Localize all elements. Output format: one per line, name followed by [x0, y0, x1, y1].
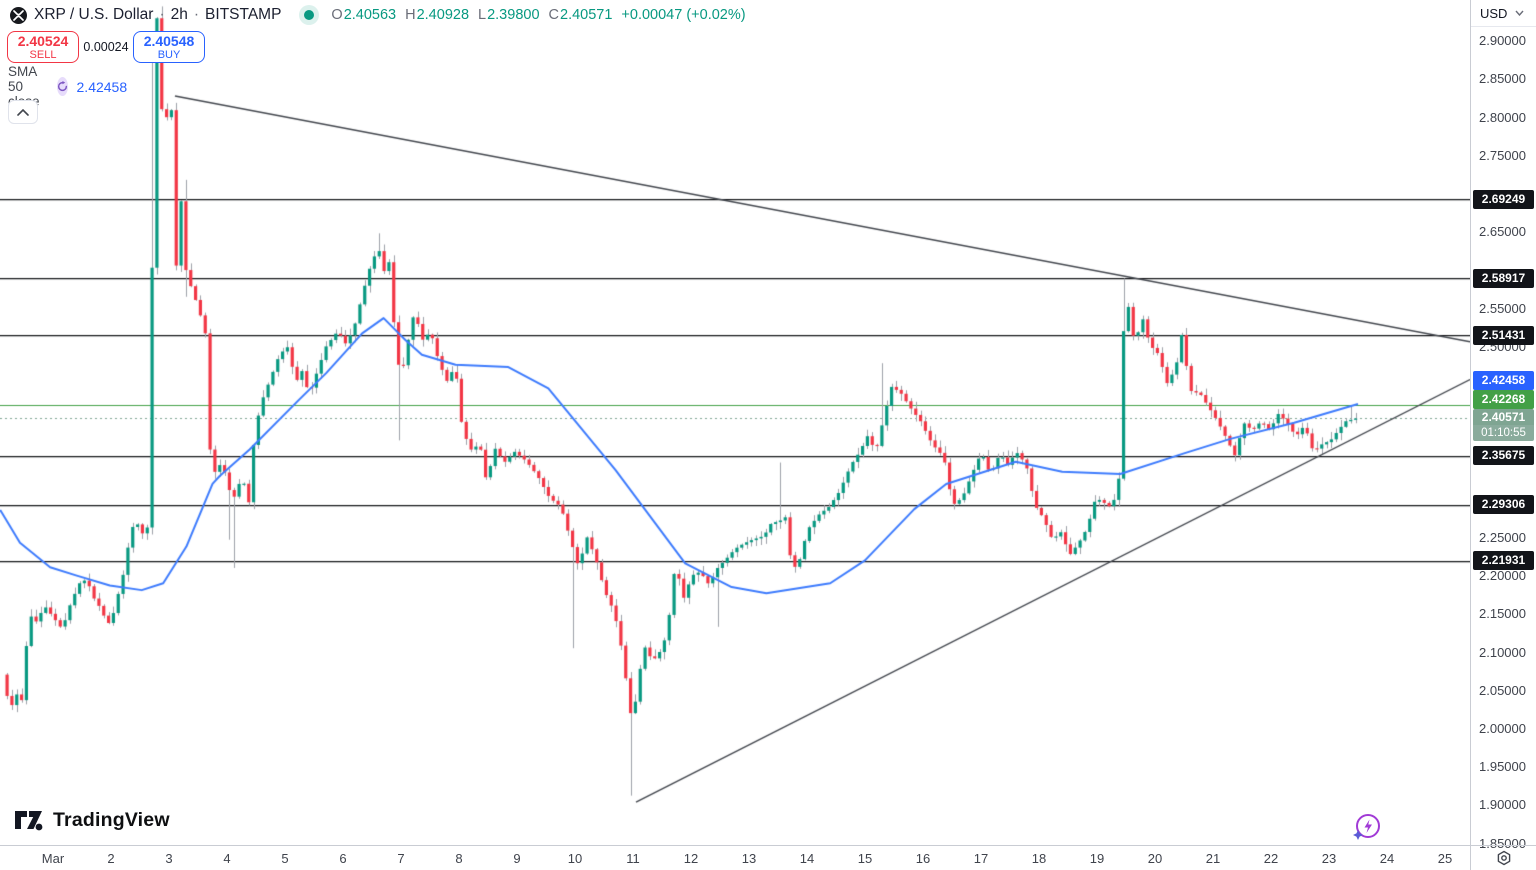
price-tick-label: 1.95000: [1479, 759, 1526, 775]
price-tick-label: 2.85000: [1479, 71, 1526, 87]
high-label: H: [405, 7, 416, 23]
price-level-label[interactable]: 2.21931: [1473, 551, 1534, 571]
price-tick-label: 2.90000: [1479, 33, 1526, 49]
collapse-panel-button[interactable]: [8, 100, 38, 124]
title-separator: ·: [159, 6, 165, 23]
time-tick-label: 20: [1147, 851, 1163, 866]
high-value: 2.40928: [416, 7, 470, 23]
price-tick-label: 2.00000: [1479, 720, 1526, 736]
indicator-value: 2.42458: [76, 78, 128, 95]
ohlc-readout: O 2.40563 H 2.40928 L 2.39800 C 2.40571 +0.0…: [331, 7, 745, 23]
time-tick-label: 25: [1437, 851, 1453, 866]
market-open-dot-icon: [304, 10, 315, 20]
price-tick-label: 1.85000: [1479, 835, 1526, 851]
last-price-label: 2.40571 01:10:55: [1473, 409, 1534, 442]
low-label: L: [478, 7, 487, 23]
close-label: C: [548, 7, 559, 23]
currency-label: USD: [1480, 5, 1508, 21]
time-tick-label: 21: [1205, 851, 1221, 866]
price-tick-label: 2.05000: [1479, 682, 1526, 698]
time-tick-label: 18: [1031, 851, 1047, 866]
time-tick-label: 6: [339, 851, 347, 866]
sell-price: 2.40524: [17, 32, 69, 49]
xrp-logo-icon: [10, 6, 27, 24]
buy-button[interactable]: 2.40548 BUY: [133, 31, 205, 63]
tradingview-brand-text: TradingView: [53, 808, 170, 831]
time-tick-label: Mar: [41, 851, 65, 866]
tradingview-mark-icon: [15, 811, 43, 831]
time-tick-label: 24: [1379, 851, 1395, 866]
price-tick-label: 2.15000: [1479, 606, 1526, 622]
time-tick-label: 16: [915, 851, 931, 866]
price-level-label[interactable]: 2.69249: [1473, 189, 1534, 209]
open-value: 2.40563: [343, 7, 397, 23]
time-tick-label: 23: [1321, 851, 1337, 866]
price-tick-label: 2.25000: [1479, 529, 1526, 545]
tradingview-logo[interactable]: TradingView: [14, 808, 170, 832]
price-level-label[interactable]: 2.51431: [1473, 325, 1534, 345]
price-level-label[interactable]: 2.35675: [1473, 446, 1534, 466]
price-tick-label: 1.90000: [1479, 797, 1526, 813]
chart-pane[interactable]: XRP / U.S. Dollar · 2h · BITSTAMP O 2.405…: [0, 0, 1470, 845]
symbol-name[interactable]: XRP / U.S. Dollar: [34, 6, 154, 23]
time-tick-label: 3: [165, 851, 173, 866]
symbol-title-row[interactable]: XRP / U.S. Dollar · 2h · BITSTAMP O 2.405…: [10, 5, 746, 25]
time-tick-label: 8: [455, 851, 463, 866]
time-tick-label: 19: [1089, 851, 1105, 866]
last-price-value: 2.40571: [1473, 409, 1534, 426]
indicator-row: SMA 50 close 2.42458: [8, 64, 128, 109]
time-axis[interactable]: Mar 2 3 4 5 6 7 8 9 10 11 12 13 14 15 16 17 18 19 20 21 22 23 2…: [0, 845, 1470, 870]
alert-price-label[interactable]: 2.42268: [1473, 389, 1534, 409]
change-value: +0.00047 (+0.02%): [621, 7, 746, 23]
price-tick-label: 2.20000: [1479, 568, 1526, 584]
time-tick-label: 5: [281, 851, 289, 866]
currency-selector[interactable]: USD: [1471, 0, 1536, 27]
interval[interactable]: 2h: [170, 6, 188, 23]
price-tick-label: 2.75000: [1479, 147, 1526, 163]
price-tick-label: 2.65000: [1479, 224, 1526, 240]
price-tick-label: 2.55000: [1479, 300, 1526, 316]
time-tick-label: 17: [973, 851, 989, 866]
time-tick-label: 11: [626, 851, 640, 866]
buy-price: 2.40548: [143, 32, 195, 49]
buy-label: BUY: [157, 48, 181, 61]
sma-value-label: 2.42458: [1473, 370, 1534, 390]
axis-corner: [1470, 845, 1536, 870]
sell-button[interactable]: 2.40524 SELL: [7, 31, 79, 63]
sell-label: SELL: [29, 48, 57, 61]
time-tick-label: 2: [107, 851, 115, 866]
price-tick-label: 2.80000: [1479, 109, 1526, 125]
trade-buttons-row: 2.40524 SELL 0.00024 2.40548 BUY: [7, 31, 205, 63]
market-status-indicator[interactable]: [299, 5, 320, 25]
time-tick-label: 13: [741, 851, 757, 866]
time-tick-label: 10: [567, 851, 583, 866]
low-value: 2.39800: [487, 7, 540, 23]
title-separator: ·: [193, 6, 200, 23]
time-tick-label: 4: [223, 851, 231, 866]
indicator-loading-icon: [56, 77, 68, 96]
time-tick-label: 15: [857, 851, 873, 866]
exchange-name: BITSTAMP: [205, 6, 282, 23]
price-scale-settings-gear-icon[interactable]: [1496, 850, 1512, 866]
candle-countdown: 01:10:55: [1473, 425, 1534, 442]
open-label: O: [331, 7, 343, 23]
price-tick-label: 2.10000: [1479, 644, 1526, 660]
time-tick-label: 22: [1263, 851, 1279, 866]
chevron-down-icon: [1515, 10, 1524, 16]
time-tick-label: 9: [513, 851, 521, 866]
flash-boost-button[interactable]: [1348, 810, 1384, 846]
spread-value: 0.00024: [83, 40, 129, 54]
time-tick-label: 12: [683, 851, 699, 866]
time-tick-label: 7: [397, 851, 405, 866]
price-axis[interactable]: USD 2.90000 2.85000 2.80000 2.75000 2.65000 2…: [1470, 0, 1536, 851]
time-tick-label: 14: [799, 851, 815, 866]
close-value: 2.40571: [560, 7, 613, 23]
price-level-label[interactable]: 2.29306: [1473, 495, 1534, 514]
candlestick-chart-canvas[interactable]: [0, 0, 1470, 845]
price-level-label[interactable]: 2.58917: [1473, 268, 1534, 288]
